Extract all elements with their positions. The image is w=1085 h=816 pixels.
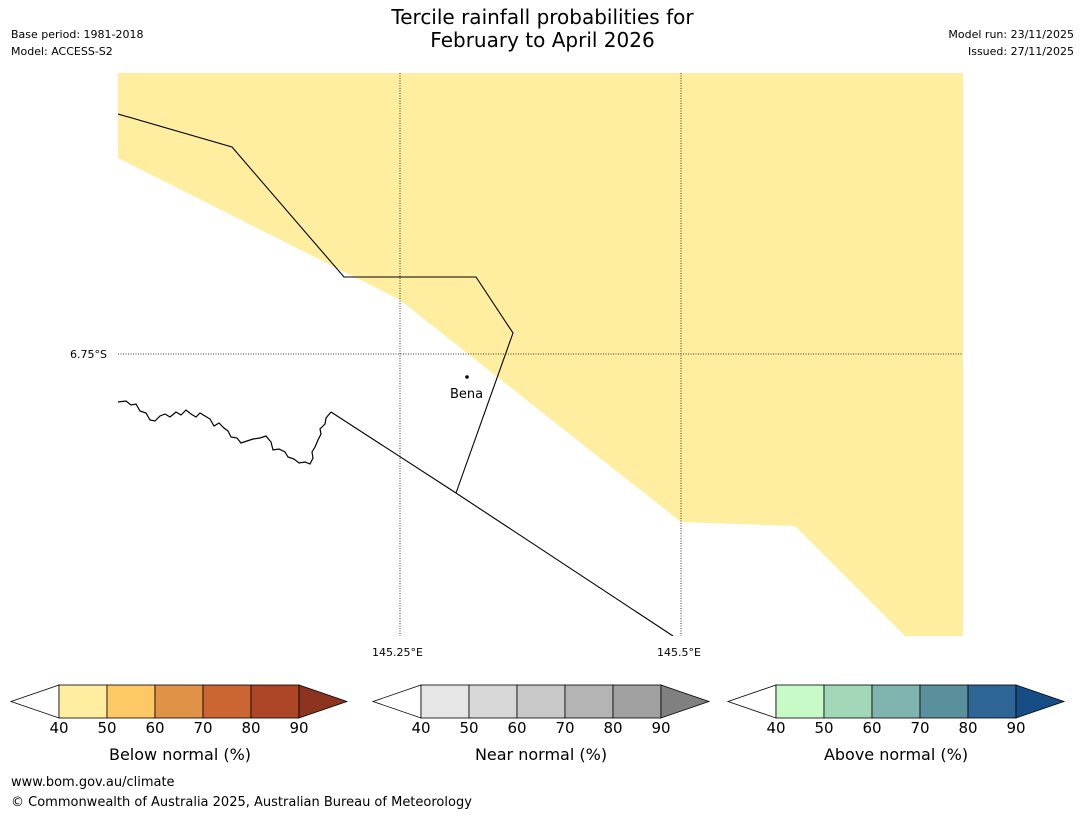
province-border-south — [330, 411, 674, 636]
longitude-label-145-25: 145.25°E — [372, 646, 423, 659]
copyright-text: © Commonwealth of Australia 2025, Austra… — [11, 795, 472, 810]
near-tick-label: 40 — [411, 719, 431, 737]
near-tick-label: 50 — [459, 719, 479, 737]
below-normal-label: Below normal (%) — [108, 745, 252, 764]
near-colorbar-segment — [516, 684, 566, 719]
above-colorbar-low-extend — [726, 684, 777, 719]
near-tick-label: 60 — [507, 719, 527, 737]
below-tick-label: 50 — [97, 719, 117, 737]
above-tick-label: 70 — [910, 719, 930, 737]
near-tick-label: 80 — [603, 719, 623, 737]
latitude-label: 6.75°S — [70, 348, 107, 361]
above-colorbar-segment — [823, 684, 873, 719]
below-tick-label: 90 — [289, 719, 309, 737]
near-normal-label: Near normal (%) — [474, 745, 608, 764]
below-colorbar-segment — [202, 684, 252, 719]
base-period-text: Base period: 1981-2018 — [11, 28, 144, 41]
website-link[interactable]: www.bom.gov.au/climate — [11, 775, 175, 790]
near-tick-label: 70 — [555, 719, 575, 737]
below-colorbar-high-extend — [298, 684, 349, 719]
above-colorbar-segment — [775, 684, 825, 719]
above-tick-label: 60 — [862, 719, 882, 737]
place-label-bena: Bena — [450, 387, 484, 402]
below-colorbar-segment — [250, 684, 300, 719]
near-colorbar-segment — [420, 684, 470, 719]
below-tick-label: 70 — [193, 719, 213, 737]
below-normal-probability-region — [118, 73, 963, 636]
above-colorbar-segment — [919, 684, 969, 719]
title-line-1: Tercile rainfall probabilities for — [391, 5, 694, 29]
above-tick-label: 50 — [814, 719, 834, 737]
below-tick-label: 80 — [241, 719, 261, 737]
longitude-label-145-5: 145.5°E — [657, 646, 701, 659]
page-title: Tercile rainfall probabilities for Febru… — [0, 6, 1085, 52]
above-tick-label: 80 — [958, 719, 978, 737]
above-colorbar-segment — [871, 684, 921, 719]
province-border — [118, 113, 514, 494]
near-colorbar-low-extend — [371, 684, 422, 719]
above-normal-label: Above normal (%) — [823, 745, 969, 764]
above-tick-label: 40 — [766, 719, 786, 737]
model-run-text: Model run: 23/11/2025 — [948, 28, 1074, 41]
bena-town-marker — [465, 375, 469, 379]
below-tick-label: 40 — [49, 719, 69, 737]
below-colorbar-segment — [58, 684, 108, 719]
below-colorbar-segment — [154, 684, 204, 719]
near-colorbar-segment — [612, 684, 662, 719]
above-colorbar-segment — [967, 684, 1017, 719]
above-tick-label: 90 — [1006, 719, 1026, 737]
near-colorbar-segment — [564, 684, 614, 719]
river-boundary — [118, 400, 332, 465]
near-colorbar-segment — [468, 684, 518, 719]
title-line-2: February to April 2026 — [430, 28, 655, 52]
model-text: Model: ACCESS-S2 — [11, 45, 113, 58]
near-colorbar-high-extend — [660, 684, 711, 719]
below-colorbar-low-extend — [9, 684, 60, 719]
below-colorbar-segment — [106, 684, 156, 719]
issued-text: Issued: 27/11/2025 — [967, 45, 1074, 58]
below-tick-label: 60 — [145, 719, 165, 737]
near-tick-label: 90 — [651, 719, 671, 737]
above-colorbar-high-extend — [1015, 684, 1066, 719]
